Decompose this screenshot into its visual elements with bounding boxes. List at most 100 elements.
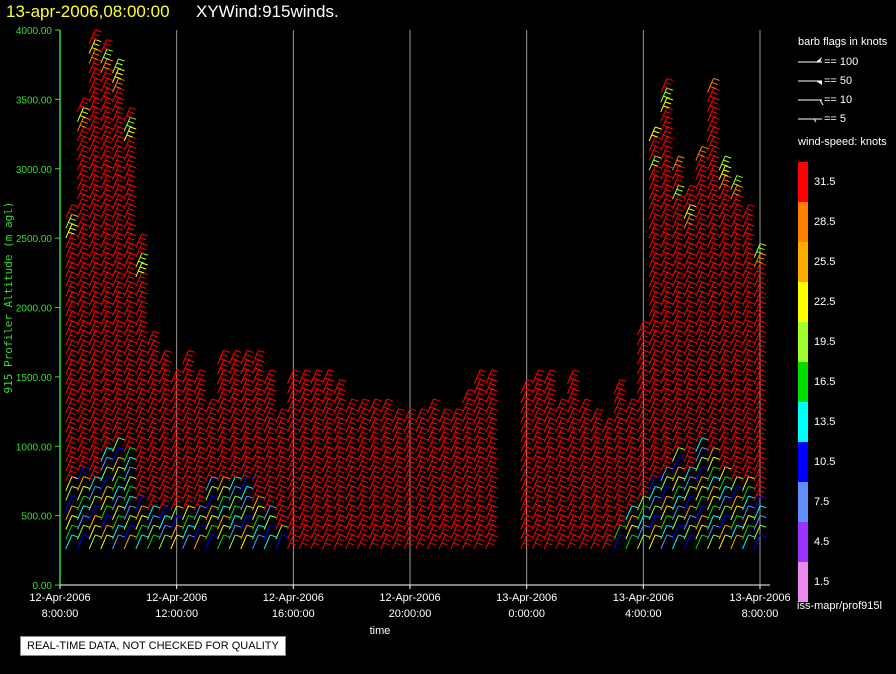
wind-barb (660, 427, 673, 443)
wind-barb (65, 408, 78, 423)
x-axis-label: time (370, 625, 391, 637)
wind-barb (543, 466, 557, 482)
wind-barb (660, 505, 673, 520)
wind-barb (730, 204, 743, 219)
wind-barb (217, 417, 230, 433)
wind-barb (450, 417, 463, 433)
wind-barb (450, 456, 463, 472)
wind-barb (683, 466, 697, 482)
wind-barb (100, 165, 113, 181)
wind-barb (100, 116, 113, 132)
wind-barb (380, 515, 393, 530)
wind-barb (88, 194, 102, 210)
wind-barb (672, 223, 685, 239)
wind-barb (345, 437, 358, 452)
wind-barb (672, 330, 685, 346)
wind-barb (567, 379, 580, 394)
wind-barb (88, 524, 102, 540)
wind-barb (648, 165, 662, 181)
wind-barb (77, 233, 90, 249)
wind-barb (287, 524, 300, 540)
wind-barb (730, 233, 743, 249)
colorbar-swatch (798, 362, 808, 402)
wind-barb (88, 379, 102, 394)
wind-barb (88, 165, 102, 181)
wind-barb (65, 524, 78, 540)
wind-barb (578, 476, 592, 491)
wind-barb (648, 252, 662, 268)
wind-barb (485, 495, 498, 511)
wind-barb (753, 243, 767, 258)
wind-barb (602, 427, 615, 443)
wind-barb (275, 417, 288, 433)
wind-barb (707, 534, 720, 550)
wind-barb (65, 505, 78, 520)
wind-barb (462, 485, 475, 501)
wind-barb (462, 495, 475, 511)
wind-barb (672, 349, 685, 365)
wind-barb (450, 408, 463, 423)
colorbar-label: 7.5 (814, 496, 830, 508)
wind-barb (88, 68, 102, 83)
wind-barb (648, 126, 662, 142)
wind-barb (100, 194, 113, 210)
wind-barb (730, 427, 743, 443)
wind-barb (718, 524, 732, 540)
wind-barb (287, 505, 300, 520)
wind-barb (543, 388, 557, 404)
wind-barb (310, 437, 323, 452)
wind-barb (532, 524, 545, 540)
wind-barb (287, 398, 300, 414)
wind-barb (287, 369, 300, 385)
wind-barb (77, 155, 90, 171)
wind-barb (77, 408, 90, 423)
wind-barb (613, 485, 627, 501)
wind-barb (707, 213, 720, 229)
wind-barb (683, 213, 697, 229)
wind-barb (648, 466, 662, 482)
wind-barb (730, 456, 743, 472)
wind-barb (543, 408, 557, 423)
wind-barb (718, 379, 732, 394)
wind-barb (147, 408, 160, 423)
wind-barb (462, 505, 475, 520)
wind-barb (660, 408, 673, 423)
wind-barb (625, 485, 638, 501)
wind-barb (695, 175, 708, 190)
y-tick-label: 3000.00 (16, 165, 53, 176)
wind-barb (205, 505, 218, 520)
wind-barb (543, 417, 557, 433)
wind-barb (240, 485, 253, 501)
wind-barb (77, 437, 90, 452)
wind-barb (742, 466, 755, 482)
wind-barb (158, 437, 172, 452)
wind-barb (135, 243, 148, 258)
wind-barb (310, 476, 323, 491)
wind-barb (193, 427, 207, 443)
wind-barb (88, 427, 102, 443)
wind-barb (112, 495, 125, 511)
wind-barb (228, 524, 242, 540)
wind-barb (613, 427, 627, 443)
wind-barb (193, 534, 207, 550)
wind-barb (182, 349, 195, 365)
wind-barb (590, 515, 603, 530)
wind-barb (252, 359, 265, 375)
wind-barb (742, 213, 755, 229)
wind-barb (730, 379, 743, 394)
wind-barb (77, 485, 90, 501)
wind-barb (567, 524, 580, 540)
wind-barb (147, 447, 160, 462)
wind-barb (718, 175, 732, 190)
wind-barb (158, 476, 172, 491)
wind-barb (438, 427, 452, 443)
wind-barb (707, 427, 720, 443)
wind-barb (100, 398, 113, 414)
wind-barb (205, 427, 218, 443)
wind-barb (217, 359, 230, 375)
wind-barb (613, 515, 627, 530)
wind-barb (228, 398, 242, 414)
wind-barb (707, 398, 720, 414)
wind-barb (473, 515, 487, 530)
wind-barb (77, 194, 90, 210)
